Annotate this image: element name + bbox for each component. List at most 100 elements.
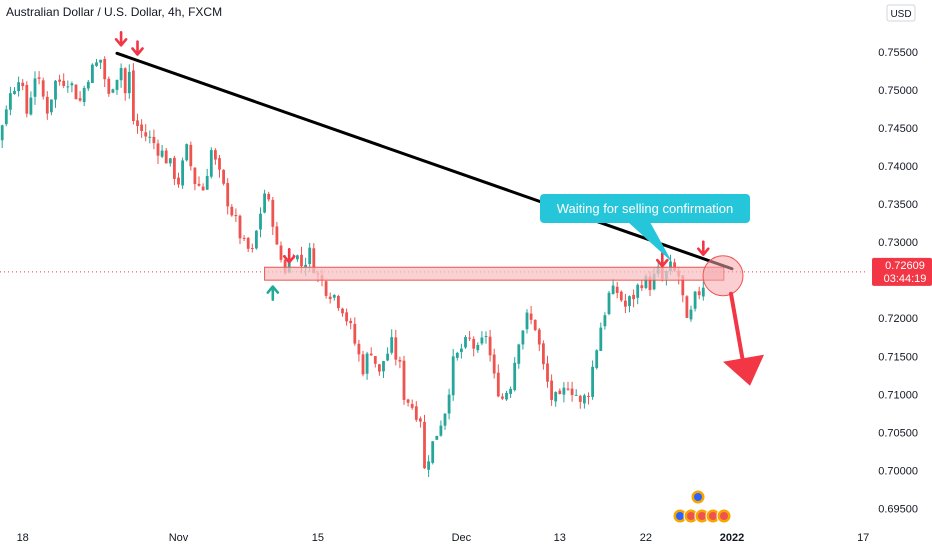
candle-body: [177, 177, 180, 185]
candle-body: [115, 79, 119, 90]
candle-body: [279, 245, 283, 260]
candle-body: [406, 399, 410, 403]
candle-body: [21, 82, 25, 87]
candle-body: [156, 143, 160, 156]
x-axis[interactable]: 18 Nov 15 Dec 13 22 2022 17: [17, 532, 870, 544]
candle-body: [50, 99, 53, 113]
candle-body: [693, 291, 697, 309]
candle-body: [382, 361, 385, 372]
candle-body: [378, 364, 381, 372]
candle-body: [390, 337, 394, 353]
candle-body: [95, 62, 98, 66]
candle-body: [628, 296, 631, 307]
candle-body: [587, 395, 590, 397]
candle-body: [168, 158, 172, 164]
candle-body: [74, 84, 78, 100]
candle-body: [365, 353, 369, 374]
candle-body: [439, 425, 443, 436]
candle-body: [373, 356, 377, 364]
candle-body: [533, 319, 537, 331]
candle-body: [472, 338, 476, 349]
callout-bg: [540, 194, 750, 223]
candle-body: [9, 93, 12, 110]
x-tick-label: 13: [554, 532, 566, 544]
candle-body: [447, 394, 451, 414]
candle-body: [304, 264, 307, 268]
candle-body: [127, 71, 131, 94]
candle-body: [558, 390, 562, 395]
candle-body: [259, 213, 262, 230]
candle-body: [595, 350, 599, 368]
candle-body: [648, 276, 652, 291]
economic-events[interactable]: [672, 489, 732, 524]
resistance-zone[interactable]: [264, 266, 725, 281]
candle-body: [578, 395, 582, 402]
candle-body: [45, 96, 49, 114]
candle-body: [25, 84, 29, 114]
candle-body: [669, 261, 672, 272]
candle-body: [29, 97, 33, 115]
chart-title: Australian Dollar / U.S. Dollar, 4h, FXC…: [6, 5, 222, 19]
y-tick-label: 0.71000: [878, 389, 918, 401]
candle-body: [193, 167, 197, 185]
candle-body: [468, 337, 471, 339]
candle-body: [353, 323, 357, 344]
x-tick-label: 2022: [720, 532, 744, 544]
candle-body: [345, 312, 348, 322]
candle-body: [287, 257, 291, 273]
y-tick-label: 0.75500: [878, 47, 918, 59]
down-arrow-icon[interactable]: [114, 31, 128, 47]
candle-body: [66, 86, 70, 88]
projected-sell-arrow-icon[interactable]: [723, 291, 764, 386]
event-flag-inner-icon: [709, 512, 717, 520]
candle-body: [636, 284, 640, 298]
candle-body: [427, 461, 430, 470]
last-price-box-bg: [872, 257, 932, 286]
candle-body: [205, 176, 209, 190]
candle-body: [144, 132, 148, 137]
candle-body: [218, 158, 221, 170]
highlight-circle[interactable]: [702, 255, 744, 297]
candle-body: [238, 215, 242, 239]
callout-box[interactable]: Waiting for selling confirmation: [540, 194, 750, 262]
candle-body: [697, 291, 701, 296]
candle-body: [361, 354, 365, 375]
currency-badge: USD: [886, 4, 916, 22]
candle-body: [673, 262, 676, 271]
candle-body: [222, 169, 225, 184]
x-tick-label: 18: [17, 532, 29, 544]
candle-body: [603, 315, 607, 327]
candle-body: [70, 83, 74, 86]
candle-body: [615, 286, 619, 293]
candle-body: [201, 186, 205, 191]
candle-body: [332, 294, 336, 298]
y-tick-label: 0.75000: [878, 85, 918, 97]
down-arrow-icon[interactable]: [131, 40, 144, 56]
candle-body: [685, 296, 689, 318]
candle-body: [173, 157, 176, 179]
up-arrow-icon[interactable]: [266, 285, 280, 301]
candle-body: [546, 363, 549, 382]
candle-body: [443, 413, 447, 426]
candle-body: [644, 276, 648, 288]
trendline[interactable]: [115, 51, 734, 271]
event-flag-inner-icon: [687, 512, 695, 520]
down-arrow-icon[interactable]: [282, 248, 296, 264]
down-arrow-icon[interactable]: [655, 251, 669, 268]
candle-body: [17, 82, 20, 92]
candle-body: [296, 255, 299, 260]
candle-body: [181, 160, 184, 186]
candle-body: [91, 64, 94, 84]
down-arrow-icon[interactable]: [696, 240, 710, 257]
candle-body: [632, 294, 635, 300]
x-tick-label: 22: [640, 532, 652, 544]
candle-body: [435, 435, 439, 440]
candle-body: [410, 403, 414, 408]
candle-body: [464, 337, 467, 348]
candle-body: [386, 353, 389, 361]
candle-body: [0, 125, 4, 141]
candle-body: [267, 193, 271, 200]
callout-pointer: [628, 222, 672, 262]
